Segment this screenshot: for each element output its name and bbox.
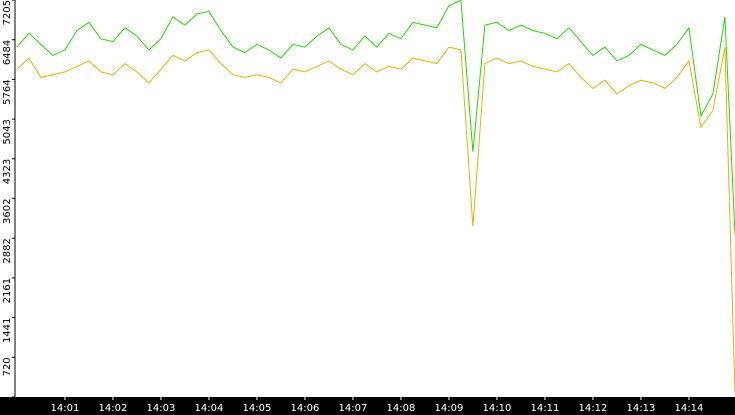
- y-tick-label: 5043: [2, 119, 13, 144]
- y-tick-label: 2882: [2, 238, 13, 263]
- x-tick-label: 14:13: [627, 403, 656, 414]
- y-tick-label: 5764: [2, 79, 13, 104]
- x-tick-label: 14:12: [579, 403, 608, 414]
- x-axis-strip: [0, 397, 735, 415]
- x-tick-label: 14:06: [291, 403, 320, 414]
- y-tick-label: 6484: [2, 40, 13, 65]
- x-tick-label: 14:10: [483, 403, 512, 414]
- y-tick-label: 7205: [2, 0, 13, 25]
- x-tick-label: 14:02: [99, 403, 128, 414]
- x-tick-label: 14:07: [339, 403, 368, 414]
- y-tick-label: 1441: [2, 318, 13, 343]
- y-tick-label: 0: [2, 397, 13, 403]
- series-line: [16, 46, 735, 394]
- y-tick-label: 720: [2, 357, 13, 376]
- x-tick-label: 14:11: [531, 403, 560, 414]
- x-tick-label: 14:04: [195, 403, 224, 414]
- x-tick-label: 14:03: [147, 403, 176, 414]
- y-tick-label: 3602: [2, 199, 13, 224]
- x-tick-label: 14:09: [435, 403, 464, 414]
- x-tick-label: 14:01: [51, 403, 80, 414]
- x-tick-label: 14:08: [387, 403, 416, 414]
- x-tick-label: 14:14: [675, 403, 704, 414]
- series-line: [16, 0, 735, 235]
- x-tick-label: 14:05: [243, 403, 272, 414]
- y-tick-label: 2161: [2, 278, 13, 303]
- y-tick-label: 4323: [2, 159, 13, 184]
